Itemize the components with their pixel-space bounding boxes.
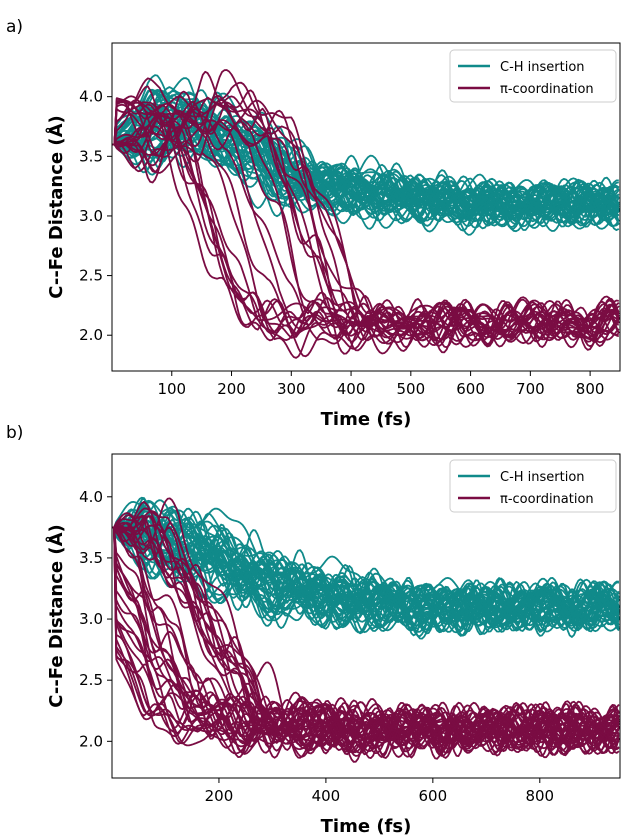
panel-a: a) 100 200 300 400 500 600 700 800 2.0 2.5 3.0 3.5…	[6, 17, 621, 430]
y-tick-label: 2.5	[79, 267, 103, 285]
y-tick-label: 2.0	[79, 326, 103, 344]
x-tick-label: 400	[312, 787, 341, 805]
ch-insertion-trajectory	[112, 526, 620, 633]
pi-coordination-trajectory	[112, 100, 620, 359]
ch-insertion-trajectory	[112, 526, 620, 637]
pi-coordination-trajectory	[112, 99, 620, 348]
ch-insertion-trajectory	[112, 510, 620, 634]
y-ticks-a: 2.0 2.5 3.0 3.5 4.0	[79, 88, 112, 344]
x-ticks-b: 200 400 600 800	[205, 778, 554, 805]
x-axis-label-a: Time (fs)	[321, 409, 412, 430]
legend-label-pi-b: π-coordination	[500, 492, 594, 507]
x-tick-label: 700	[516, 380, 545, 398]
x-tick-label: 200	[217, 380, 246, 398]
trajectory-lines-b	[112, 496, 620, 763]
x-tick-label: 800	[525, 787, 554, 805]
y-tick-label: 2.0	[79, 732, 103, 750]
x-axis-label-b: Time (fs)	[321, 816, 412, 837]
ch-insertion-trajectory	[112, 132, 620, 227]
x-tick-label: 600	[456, 380, 485, 398]
pi-coordination-trajectory	[112, 512, 620, 750]
legend-a: C-H insertion π-coordination	[449, 49, 617, 103]
pi-coordination-trajectory	[112, 526, 620, 754]
plot-frame-a	[111, 42, 621, 372]
pi-coordination-trajectory	[112, 522, 620, 759]
y-tick-label: 3.5	[79, 549, 103, 567]
y-tick-label: 4.0	[79, 488, 103, 506]
x-ticks-a: 100 200 300 400 500 600 700 800	[157, 371, 604, 398]
x-tick-label: 300	[277, 380, 306, 398]
pi-coordination-trajectory	[112, 523, 620, 751]
panel-b: b) 200 400 600 800 2.0 2.5 3.0 3.5 4.0 Time (fs…	[6, 423, 621, 837]
panel-label-b: b)	[6, 423, 23, 443]
legend-box-a	[449, 49, 617, 103]
legend-box-b	[449, 459, 617, 513]
x-tick-label: 200	[205, 787, 234, 805]
pi-coordination-trajectory	[112, 526, 620, 759]
ch-insertion-trajectory	[112, 107, 620, 228]
y-tick-label: 3.0	[79, 610, 103, 628]
y-tick-label: 4.0	[79, 88, 103, 106]
pi-coordination-trajectory	[112, 497, 620, 755]
pi-coordination-trajectory	[112, 85, 620, 334]
ch-insertion-trajectory	[112, 508, 620, 637]
y-ticks-b: 2.0 2.5 3.0 3.5 4.0	[79, 488, 112, 750]
y-tick-label: 3.0	[79, 207, 103, 225]
legend-label-pi-a: π-coordination	[500, 82, 594, 97]
pi-coordination-trajectory	[112, 99, 620, 346]
pi-coordination-trajectory	[112, 526, 620, 758]
x-tick-label: 100	[157, 380, 186, 398]
y-axis-label-b: C--Fe Distance (Å)	[44, 524, 67, 708]
x-tick-label: 600	[419, 787, 448, 805]
x-tick-label: 500	[397, 380, 426, 398]
y-axis-label-a: C--Fe Distance (Å)	[44, 115, 67, 299]
legend-label-ch-b: C-H insertion	[500, 470, 585, 485]
ch-insertion-trajectory	[112, 108, 620, 223]
panel-label-a: a)	[6, 17, 23, 37]
y-tick-label: 2.5	[79, 671, 103, 689]
x-tick-label: 400	[337, 380, 366, 398]
ch-insertion-trajectory	[112, 77, 620, 229]
pi-coordination-trajectory	[112, 101, 620, 350]
trajectory-lines-a	[112, 69, 620, 359]
pi-coordination-trajectory	[112, 526, 620, 746]
plot-frame-b	[111, 453, 621, 779]
ch-insertion-trajectory	[112, 518, 620, 628]
legend-b: C-H insertion π-coordination	[449, 459, 617, 513]
y-tick-label: 3.5	[79, 147, 103, 165]
x-tick-label: 800	[576, 380, 605, 398]
legend-label-ch-a: C-H insertion	[500, 60, 585, 75]
